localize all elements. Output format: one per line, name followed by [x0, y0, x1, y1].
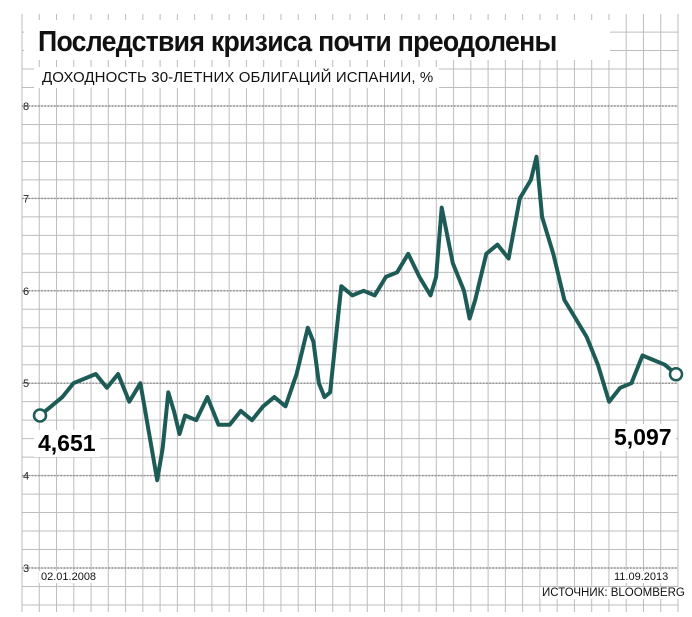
start-date-label: 02.01.2008	[39, 571, 99, 583]
y-tick-label: 6	[23, 286, 29, 298]
chart-grid	[21, 14, 679, 612]
y-tick-labels: 3 4 5 6 7 8	[22, 101, 678, 575]
y-tick-label: 7	[23, 193, 29, 205]
source-label: ИСТОЧНИК: BLOOMBERG	[540, 587, 687, 599]
start-point-marker	[32, 408, 48, 423]
chart-title: Последствия кризиса почти преодолены	[38, 26, 557, 58]
chart-subtitle: ДОХОДНОСТЬ 30-ЛЕТНИХ ОБЛИГАЦИЙ ИСПАНИИ, …	[34, 67, 440, 88]
end-value-label: 5,097	[610, 424, 676, 451]
yield-line	[38, 154, 678, 483]
y-tick-label: 4	[23, 471, 29, 483]
data-line-layer	[32, 154, 684, 483]
end-date-label: 11.09.2013	[612, 571, 671, 583]
y-tick-label: 3	[23, 563, 29, 575]
y-tick-label: 8	[23, 101, 29, 113]
end-point-marker	[668, 366, 684, 382]
start-value-label: 4,651	[34, 430, 100, 457]
y-tick-label: 5	[23, 378, 29, 390]
title-box: Последствия кризиса почти преодолены	[24, 20, 610, 60]
